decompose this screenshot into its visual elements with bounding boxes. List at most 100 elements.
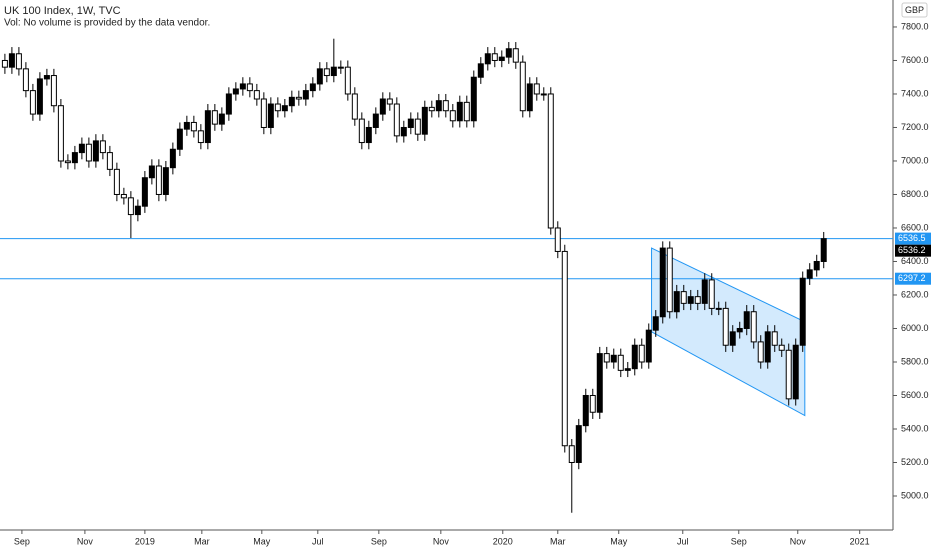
candle-body [330, 66, 337, 77]
x-tick-label: Nov [77, 536, 94, 546]
candle-body [134, 205, 141, 216]
x-tick-label: Nov [433, 536, 450, 546]
candle-body [610, 354, 617, 363]
candle-body [337, 66, 344, 69]
candle-body [295, 96, 302, 100]
candle-body [505, 48, 512, 58]
chart-title: UK 100 Index, 1W, TVC [4, 5, 121, 17]
candle-body [449, 110, 456, 122]
candle-body [386, 98, 393, 105]
candle-body [316, 68, 323, 85]
candle-body [435, 100, 442, 112]
candle-body [267, 103, 274, 128]
candle-body [148, 165, 155, 179]
y-tick-label: 5600.0 [901, 390, 929, 400]
last-price-tag [895, 244, 931, 257]
candle-body [274, 103, 281, 112]
candle-body [813, 260, 820, 271]
candle-body [36, 78, 43, 115]
candle-body [43, 75, 50, 80]
candle-body [358, 118, 365, 144]
y-tick-label: 5000.0 [901, 490, 929, 500]
candle-body [792, 344, 799, 400]
candle-body [99, 140, 106, 154]
last-price-label: 6536.2 [898, 245, 926, 255]
candle-body [260, 98, 267, 128]
y-tick-label: 5400.0 [901, 423, 929, 433]
y-tick-label: 6000.0 [901, 323, 929, 333]
candle-body [771, 331, 778, 346]
candle-body [722, 307, 729, 346]
candle-body [757, 341, 764, 363]
candle-body [554, 227, 561, 252]
candle-body [708, 279, 715, 309]
x-tick-label: Mar [550, 536, 566, 546]
candle-body [694, 296, 701, 304]
x-tick-label: Jul [312, 536, 324, 546]
candle-body [547, 93, 554, 229]
x-tick-label: Nov [790, 536, 807, 546]
y-tick-label: 5200.0 [901, 457, 929, 467]
candle-body [673, 291, 680, 313]
candle-body [232, 88, 239, 95]
candle-body [806, 269, 813, 279]
candle-body [253, 90, 260, 100]
candle-body [645, 329, 652, 363]
candle-body [421, 106, 428, 135]
candle-body [127, 197, 134, 216]
candle-body [372, 113, 379, 128]
candle-body [197, 130, 204, 144]
price-line-tag [895, 272, 931, 285]
candle-body [519, 61, 526, 112]
candle-body [141, 177, 148, 207]
currency-box [901, 2, 928, 18]
price-line-tag [895, 232, 931, 245]
candle-body [715, 307, 722, 310]
candle-body [351, 93, 358, 120]
candle-body [750, 311, 757, 343]
candle-body [526, 83, 533, 112]
price-line-label: 6536.5 [898, 233, 926, 243]
candle-body [204, 110, 211, 144]
candle-body [1, 59, 8, 68]
candle-body [477, 63, 484, 78]
candle-body [498, 56, 505, 61]
candle-body [428, 106, 435, 112]
candle-body [603, 353, 610, 363]
candle-body [169, 148, 176, 169]
candle-body [344, 66, 351, 95]
y-tick-label: 6600.0 [901, 222, 929, 232]
candle-body [533, 83, 540, 95]
candle-body [407, 118, 414, 128]
candle-body [512, 48, 519, 63]
candle-body [288, 96, 295, 107]
x-tick-label: Sep [14, 536, 30, 546]
price-line-label: 6297.2 [898, 273, 926, 283]
candle-body [799, 277, 806, 346]
candle-body [743, 311, 750, 329]
candle-body [687, 296, 694, 304]
candle-body [57, 105, 64, 162]
candle-body [582, 394, 589, 427]
candle-body [561, 250, 568, 447]
y-tick-label: 7400.0 [901, 88, 929, 98]
candle-body [29, 90, 36, 115]
candle-body [106, 152, 113, 170]
candle-body [463, 101, 470, 122]
candle-body [71, 152, 78, 164]
y-tick-label: 7000.0 [901, 155, 929, 165]
candle-body [589, 394, 596, 413]
candle-body [239, 83, 246, 90]
candle-body [218, 113, 225, 125]
candle-body [50, 75, 57, 107]
candle-body [113, 168, 120, 195]
currency-label: GBP [905, 5, 924, 15]
x-tick-label: May [610, 536, 628, 546]
y-tick-label: 6400.0 [901, 256, 929, 266]
x-tick-label: Mar [194, 536, 210, 546]
candle-body [225, 93, 232, 115]
y-tick-label: 6800.0 [901, 189, 929, 199]
